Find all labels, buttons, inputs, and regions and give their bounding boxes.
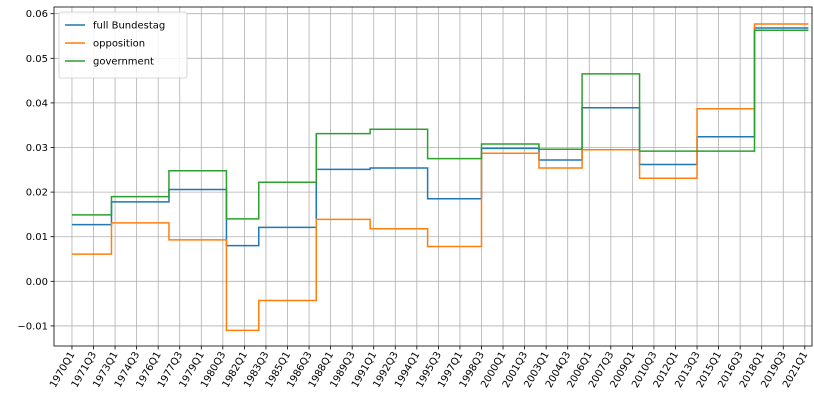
y-tick-label: 0.06: [26, 9, 48, 20]
y-tick-label: 0.05: [26, 54, 48, 65]
y-tick-label: 0.02: [26, 188, 48, 199]
y-tick-label: 0.03: [26, 143, 48, 154]
plot-frame: [53, 6, 813, 347]
y-tick-label: −0.01: [17, 321, 48, 332]
legend-box: [58, 11, 188, 79]
y-axis-ticks: −0.01 0.00 0.01 0.02 0.03 0.04 0.05 0.06: [17, 9, 54, 332]
y-tick-label: 0.04: [26, 98, 48, 109]
legend-label: opposition: [93, 39, 145, 50]
legend-label: government: [93, 57, 154, 68]
series-line-government: [71, 29, 809, 220]
series-line-full-bundestag: [71, 27, 809, 247]
y-tick-label: 0.01: [26, 232, 48, 243]
series-line-opposition: [71, 23, 809, 332]
y-tick-label: 0.00: [26, 277, 48, 288]
legend-label: full Bundestag: [93, 21, 165, 32]
axes: [53, 6, 813, 347]
legend: full Bundestag opposition government: [58, 11, 188, 79]
series-lines: [71, 23, 809, 332]
